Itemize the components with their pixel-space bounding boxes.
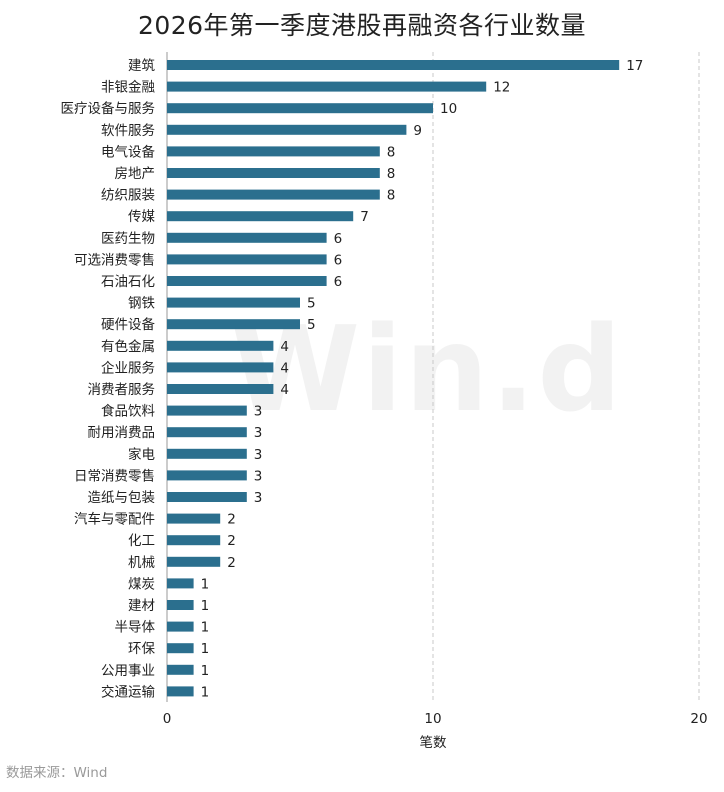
x-tick-label: 10 [424, 711, 441, 727]
category-label: 传媒 [128, 209, 155, 225]
category-label: 汽车与零配件 [74, 511, 155, 528]
data-label: 1 [201, 641, 210, 657]
data-label: 1 [201, 598, 210, 614]
bar [167, 405, 247, 416]
x-tick-label: 20 [690, 711, 707, 727]
data-label: 3 [254, 468, 263, 484]
data-label: 1 [201, 576, 210, 592]
bar [167, 384, 274, 394]
bar [167, 254, 327, 265]
bar [167, 643, 194, 654]
data-label: 8 [387, 188, 396, 204]
data-label: 5 [307, 296, 316, 312]
bar [167, 168, 380, 178]
category-label: 硬件设备 [101, 316, 155, 333]
category-label: 非银金融 [101, 80, 155, 96]
bar [167, 60, 620, 70]
data-label: 3 [254, 490, 263, 506]
data-label: 10 [440, 101, 457, 117]
category-label: 机械 [128, 555, 155, 571]
category-label: 有色金属 [101, 338, 155, 355]
category-label: 家电 [128, 446, 155, 463]
bar [167, 578, 194, 589]
data-label: 1 [201, 684, 210, 700]
bar [167, 556, 221, 567]
bar [167, 535, 221, 546]
bar [167, 232, 327, 243]
bar [167, 297, 300, 308]
bar [167, 146, 380, 157]
category-label: 公用事业 [101, 663, 155, 679]
data-label: 6 [334, 252, 343, 268]
data-label: 7 [360, 209, 369, 225]
bar [167, 427, 247, 438]
category-label: 耐用消费品 [88, 425, 156, 441]
data-label: 5 [307, 317, 316, 333]
category-label: 煤炭 [128, 576, 155, 592]
data-label: 8 [387, 166, 396, 182]
data-label: 12 [493, 80, 510, 96]
category-label: 建筑 [128, 58, 155, 74]
data-label: 3 [254, 425, 263, 441]
bar [167, 124, 407, 135]
bar [167, 513, 221, 524]
data-label: 2 [227, 512, 236, 528]
category-label: 医疗设备与服务 [61, 100, 156, 117]
data-label: 3 [254, 404, 263, 420]
category-label: 石油石化 [101, 274, 155, 290]
bar [167, 103, 433, 114]
data-label: 6 [334, 231, 343, 247]
data-label: 2 [227, 555, 236, 571]
data-label: 4 [280, 382, 289, 398]
data-label: 6 [334, 274, 343, 290]
bar [167, 621, 194, 632]
category-label: 日常消费零售 [74, 468, 155, 484]
data-label: 17 [626, 58, 643, 74]
category-label: 造纸与包装 [88, 490, 156, 506]
bar [167, 686, 194, 697]
source-note: 数据来源：Wind [6, 765, 108, 781]
data-label: 1 [201, 663, 210, 679]
category-label: 化工 [128, 533, 155, 549]
data-label: 3 [254, 447, 263, 463]
category-label: 软件服务 [101, 123, 155, 139]
bar [167, 276, 327, 286]
data-label: 1 [201, 620, 210, 636]
category-label: 消费者服务 [88, 382, 156, 398]
category-label: 企业服务 [101, 359, 155, 376]
data-label: 9 [413, 123, 422, 139]
bar [167, 340, 274, 351]
x-tick-label: 0 [163, 711, 172, 727]
chart-title: 2026年第一季度港股再融资各行业数量 [137, 11, 587, 40]
bar [167, 470, 247, 481]
data-label: 4 [280, 339, 289, 355]
category-label: 医药生物 [101, 231, 155, 247]
data-label: 2 [227, 533, 236, 549]
bar [167, 492, 247, 502]
bar [167, 81, 487, 92]
bar [167, 319, 300, 330]
bar [167, 664, 194, 675]
category-label: 半导体 [115, 620, 156, 636]
category-label: 纺织服装 [101, 188, 155, 204]
bar [167, 211, 354, 222]
category-label: 交通运输 [101, 683, 155, 700]
bar [167, 448, 247, 459]
bar [167, 189, 380, 200]
category-label: 房地产 [115, 166, 156, 182]
category-label: 电气设备 [101, 143, 155, 160]
bar [167, 600, 194, 610]
x-axis-title: 笔数 [420, 735, 447, 751]
category-label: 可选消费零售 [74, 252, 155, 268]
bar [167, 362, 274, 373]
category-label: 钢铁 [128, 296, 155, 312]
data-label: 8 [387, 144, 396, 160]
data-label: 4 [280, 360, 289, 376]
category-label: 食品饮料 [101, 403, 155, 420]
category-label: 环保 [128, 641, 155, 657]
category-label: 建材 [128, 598, 155, 614]
